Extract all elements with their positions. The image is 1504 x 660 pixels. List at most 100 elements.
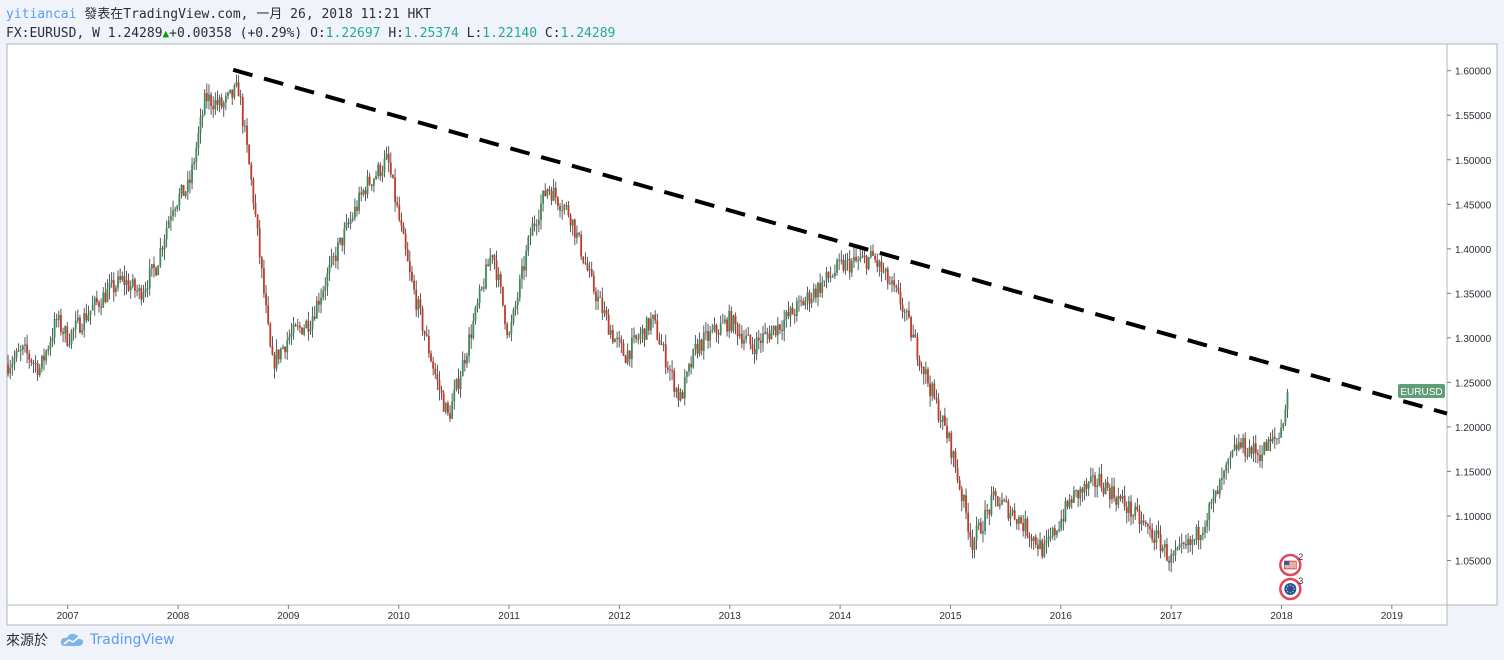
candle-body: [920, 366, 923, 368]
candle-body: [11, 363, 14, 368]
candle-body: [153, 264, 155, 268]
candle-body: [988, 510, 991, 515]
candle-body: [1051, 528, 1054, 537]
candle-body: [81, 330, 83, 333]
symbol-badge: EURUSD: [1398, 384, 1445, 398]
candle-body: [364, 190, 367, 195]
candle-body: [1155, 530, 1158, 543]
high-value: 1.25374: [404, 26, 459, 41]
candle-body: [757, 337, 760, 341]
candle-body: [889, 283, 891, 285]
candle-body: [569, 215, 572, 226]
price-axis[interactable]: [1446, 43, 1498, 606]
candle-body: [476, 302, 479, 308]
candle-body: [633, 335, 635, 338]
candle-body: [1007, 501, 1010, 519]
trendline-layer[interactable]: [232, 67, 1448, 416]
candle-body: [948, 432, 951, 439]
candle-body: [588, 269, 591, 271]
candle-body: [244, 125, 246, 127]
candle-body: [64, 326, 67, 334]
candle-body: [1170, 554, 1173, 563]
candle-body: [753, 349, 756, 355]
candle-body: [698, 339, 701, 354]
candle-body: [1149, 526, 1151, 530]
candle-body: [406, 249, 409, 262]
candle-body: [267, 305, 270, 324]
candle-body: [385, 153, 388, 159]
candle-body: [430, 353, 432, 362]
chart-header: yitiancai 發表在TradingView.com, 一月 26, 201…: [6, 5, 615, 43]
candle-body: [523, 266, 525, 271]
candle-body: [878, 261, 881, 267]
candle-body: [1037, 544, 1039, 550]
candle-body: [282, 346, 284, 349]
candle-body: [755, 337, 758, 355]
candle-body: [161, 248, 164, 250]
candle-body: [808, 292, 811, 304]
candle-body: [848, 258, 851, 273]
us-event-marker: 2: [1279, 552, 1303, 577]
candle-body: [859, 257, 862, 261]
candle-body: [1130, 501, 1132, 517]
candle-body: [214, 99, 217, 110]
candle-body: [110, 280, 113, 284]
candle-body: [595, 291, 597, 302]
candle-body: [895, 285, 898, 288]
candle-body: [425, 334, 428, 336]
y-tick-label: 1.30000: [1455, 334, 1492, 345]
symbol-label[interactable]: FX:EURUSD, W: [6, 26, 100, 41]
candle-body: [601, 297, 604, 313]
candle-body: [1242, 437, 1244, 448]
candle-body: [865, 256, 868, 269]
time-axis[interactable]: [6, 604, 1448, 626]
candle-body: [131, 279, 134, 287]
candle-body: [482, 287, 485, 289]
candle-body: [504, 305, 506, 325]
candle-body: [138, 288, 141, 292]
candle-body: [298, 325, 301, 328]
candle-body: [1223, 470, 1225, 478]
candle-body: [1079, 488, 1082, 499]
candle-body: [309, 328, 312, 332]
candle-body: [229, 89, 232, 93]
events-layer[interactable]: 23: [1279, 552, 1303, 601]
candle-body: [444, 403, 447, 412]
open-label: O:: [310, 26, 326, 41]
tradingview-brand[interactable]: TradingView: [90, 632, 175, 648]
candle-body: [1041, 540, 1044, 557]
candle-body: [1185, 543, 1187, 546]
candle-body: [702, 332, 705, 351]
candle-body: [1092, 475, 1094, 477]
candle-body: [666, 367, 669, 370]
candle-body: [231, 89, 234, 98]
candle-body: [683, 376, 686, 399]
candle-body: [349, 219, 352, 224]
candle-body: [614, 339, 616, 343]
candle-body: [493, 255, 496, 261]
candle-body: [129, 286, 132, 291]
candle-body: [650, 318, 652, 331]
candle-body: [963, 495, 965, 502]
candle-body: [419, 299, 422, 309]
candle-body: [125, 280, 128, 285]
author-link[interactable]: yitiancai: [6, 7, 77, 22]
candle-body: [210, 94, 212, 107]
candle-body: [423, 330, 426, 335]
candle-body: [639, 333, 642, 339]
candle-body: [829, 276, 832, 278]
candle-body: [1193, 539, 1196, 541]
candle-body: [1216, 490, 1219, 495]
candle-body: [715, 324, 718, 334]
candle-body: [516, 297, 519, 306]
candle-body: [1011, 510, 1014, 514]
close-label: C:: [544, 26, 561, 41]
candle-body: [1024, 518, 1027, 532]
up-arrow-icon: ▲: [162, 27, 170, 40]
candle-body: [85, 313, 88, 321]
candle-body: [373, 178, 375, 186]
candle-body: [1066, 501, 1069, 507]
candle-body: [165, 227, 168, 240]
candle-body: [387, 153, 390, 163]
